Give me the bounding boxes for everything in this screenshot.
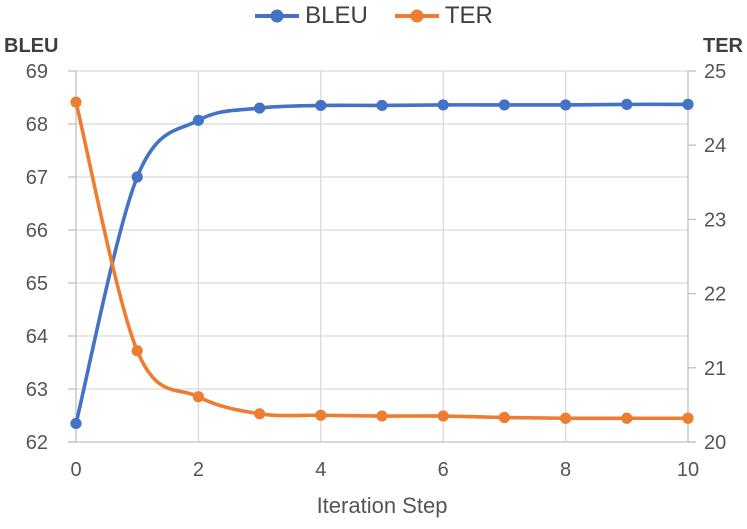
series-marker-bleu <box>682 98 694 110</box>
right-tick-label: 21 <box>704 358 726 380</box>
series-marker-bleu <box>621 98 633 110</box>
legend: BLEU TER <box>0 2 747 30</box>
x-tick-label: 2 <box>193 459 204 481</box>
series-marker-ter <box>376 410 388 422</box>
series-marker-bleu <box>376 99 388 112</box>
series-marker-ter <box>621 412 633 424</box>
left-tick-label: 65 <box>26 273 48 295</box>
series-marker-bleu <box>498 99 510 111</box>
x-tick-label: 0 <box>70 459 81 481</box>
series-marker-ter <box>498 411 510 424</box>
right-tick-label: 24 <box>704 135 726 157</box>
legend-marker-ter <box>394 9 439 23</box>
x-axis-title: Iteration Step <box>316 493 448 518</box>
left-axis-title: BLEU <box>4 35 59 57</box>
legend-label-ter: TER <box>444 2 493 29</box>
right-tick-label: 25 <box>704 61 726 83</box>
x-tick-label: 6 <box>438 459 449 481</box>
series-marker-bleu <box>315 99 327 112</box>
series-marker-ter <box>254 408 266 420</box>
right-tick-label: 20 <box>704 432 726 454</box>
series-marker-bleu <box>192 114 204 126</box>
legend-label-bleu: BLEU <box>305 2 368 29</box>
left-tick-label: 63 <box>26 379 48 401</box>
series-marker-ter <box>560 412 572 424</box>
series-line-bleu <box>74 102 690 426</box>
left-tick-label: 67 <box>26 167 48 189</box>
right-axis-title: TER <box>703 35 743 57</box>
left-tick-label: 68 <box>26 114 48 136</box>
legend-marker-bleu <box>255 9 300 23</box>
right-tick-label: 23 <box>704 209 726 231</box>
right-tick-label: 22 <box>704 284 726 306</box>
series-marker-ter <box>437 410 449 422</box>
series-marker-ter <box>682 412 694 424</box>
x-tick-label: 10 <box>677 459 699 481</box>
series-marker-bleu <box>254 102 266 114</box>
series-marker-bleu <box>560 99 572 111</box>
series-marker-bleu <box>70 417 82 430</box>
series-marker-ter <box>131 345 143 357</box>
series-marker-ter <box>70 96 82 108</box>
series-line-ter <box>74 100 690 421</box>
x-tick-label: 4 <box>315 459 326 481</box>
left-tick-label: 64 <box>26 326 48 348</box>
series-marker-bleu <box>131 171 143 183</box>
legend-item-bleu: BLEU <box>254 2 368 30</box>
series-marker-bleu <box>437 99 449 111</box>
left-tick-label: 69 <box>26 61 48 83</box>
legend-item-ter: TER <box>394 2 493 30</box>
left-tick-label: 62 <box>26 432 48 454</box>
series-marker-ter <box>315 409 327 421</box>
x-tick-label: 8 <box>560 459 571 481</box>
left-tick-label: 66 <box>26 220 48 242</box>
series-marker-ter <box>192 391 204 403</box>
